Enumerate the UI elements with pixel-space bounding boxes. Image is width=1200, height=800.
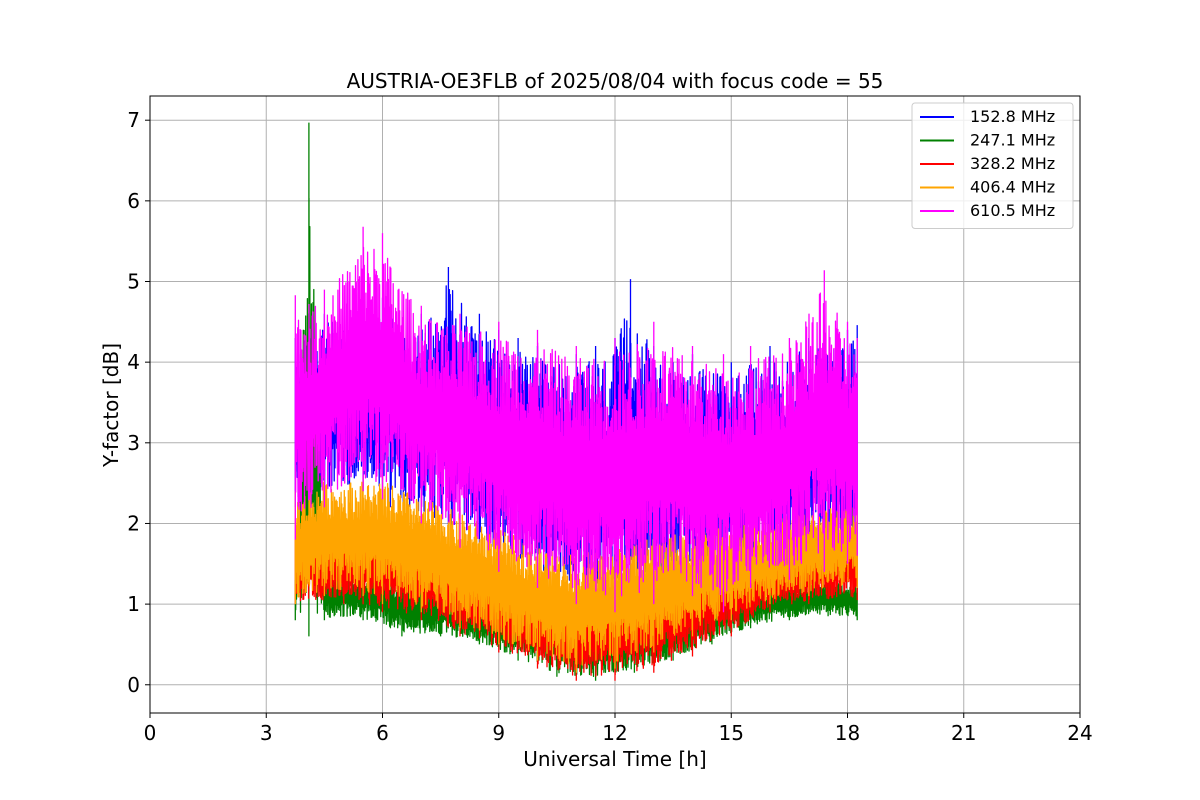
y-tick-label: 1: [127, 592, 140, 616]
legend-label: 328.2 MHz: [970, 154, 1055, 173]
plot-area: [294, 122, 858, 681]
chart-title: AUSTRIA-OE3FLB of 2025/08/04 with focus …: [347, 69, 884, 93]
legend-label: 247.1 MHz: [970, 131, 1055, 150]
legend: 152.8 MHz 247.1 MHz 328.2 MHz 406.4 MHz 610.…: [911, 102, 1074, 229]
y-tick-label: 4: [127, 350, 140, 374]
x-tick-label: 3: [260, 721, 273, 745]
y-tick-label: 2: [127, 511, 140, 535]
y-tick-label: 0: [127, 673, 140, 697]
y-tick-label: 7: [127, 108, 140, 132]
x-tick-label: 0: [144, 721, 157, 745]
legend-label: 406.4 MHz: [970, 178, 1055, 197]
x-tick-label: 6: [376, 721, 389, 745]
x-tick-label: 21: [951, 721, 976, 745]
y-tick-label: 6: [127, 189, 140, 213]
y-axis-label: Y-factor [dB]: [99, 343, 123, 468]
x-axis-label: Universal Time [h]: [523, 747, 706, 771]
y-tick-label: 5: [127, 270, 140, 294]
x-tick-label: 24: [1067, 721, 1092, 745]
legend-label: 152.8 MHz: [970, 107, 1055, 126]
x-tick-label: 12: [602, 721, 627, 745]
x-tick-label: 15: [719, 721, 744, 745]
y-tick-label: 3: [127, 431, 140, 455]
legend-box: [911, 102, 1074, 229]
legend-label: 610.5 MHz: [970, 201, 1055, 220]
series-line-610-5-mhz: [294, 226, 858, 613]
x-tick-label: 18: [835, 721, 860, 745]
x-tick-label: 9: [492, 721, 505, 745]
